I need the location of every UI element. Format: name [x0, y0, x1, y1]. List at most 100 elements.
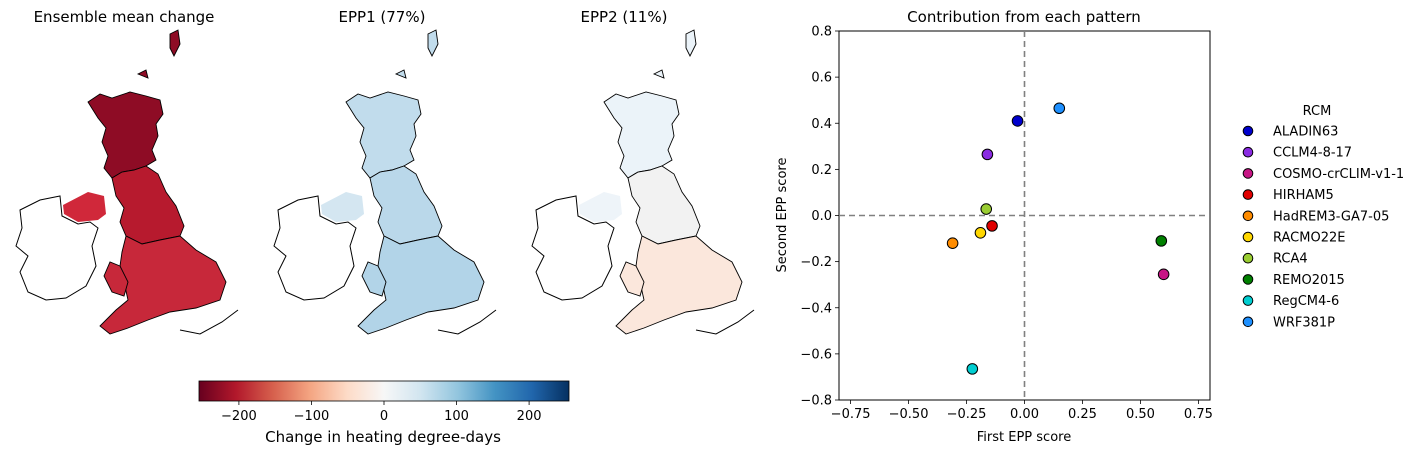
region-northern-england [111, 165, 185, 245]
region-shetland [685, 29, 697, 58]
region-orkney [652, 69, 665, 79]
point-rca4 [980, 203, 993, 215]
point-hadrem3-ga7-05 [946, 237, 959, 249]
legend-marker [1242, 252, 1254, 264]
point-racmo22e [974, 226, 987, 239]
map-body [15, 29, 239, 335]
region-wales [619, 261, 645, 297]
legend-item: HadREM3-GA7-05 [1242, 209, 1389, 224]
y-axis-label: Second EPP score [775, 158, 790, 273]
colorbar-tick-label: 100 [444, 409, 469, 424]
y-tick-label: 0.8 [811, 25, 832, 40]
region-scotland [87, 91, 164, 179]
colorbar-tick-label: 0 [380, 409, 388, 424]
point-aladin63 [1011, 115, 1024, 127]
legend-marker [1242, 146, 1254, 158]
region-northern-ireland [321, 192, 364, 222]
legend-label: ALADIN63 [1273, 125, 1338, 140]
region-shetland [427, 29, 439, 58]
legend-label: WRF381P [1273, 315, 1335, 330]
colorbar-gradient [198, 380, 570, 402]
legend-item: RACMO22E [1242, 231, 1345, 246]
x-axis-label: First EPP score [977, 430, 1071, 445]
region-northern-ireland [63, 192, 106, 222]
y-tick-label: 0.4 [811, 117, 832, 132]
point-wrf381p [1053, 102, 1066, 115]
ireland-outline [273, 195, 357, 301]
x-tick-label: 0.25 [1068, 407, 1097, 422]
y-tick-label: −0.6 [800, 347, 832, 362]
region-orkney [394, 69, 407, 79]
legend-item: CCLM4-8-17 [1242, 146, 1352, 161]
y-tick-label: 0.0 [811, 209, 832, 224]
x-tick-label: −0.50 [889, 407, 929, 422]
legend-label: RegCM4-6 [1273, 294, 1339, 309]
colorbar-tick-label: −200 [221, 409, 257, 424]
france-coastline [695, 309, 755, 335]
legend-label: HadREM3-GA7-05 [1273, 209, 1389, 224]
legend-item: RCA4 [1242, 252, 1308, 267]
region-northern-england [369, 165, 443, 245]
y-tick-label: 0.2 [811, 163, 832, 178]
legend-marker [1242, 189, 1254, 200]
x-tick-label: −0.75 [831, 407, 871, 422]
point-cosmo-crclim-v1-1 [1157, 268, 1170, 281]
point-hirham5 [986, 220, 998, 232]
legend-label: RACMO22E [1273, 231, 1345, 246]
legend-item: RegCM4-6 [1242, 294, 1339, 309]
region-northern-england [627, 165, 701, 245]
legend: RCM ALADIN63 CCLM4-8-17 COSMO-crCLIM-v1-1 H… [1242, 104, 1404, 330]
legend-marker [1242, 125, 1254, 137]
france-coastline [179, 309, 239, 335]
region-wales [361, 261, 387, 297]
y-tick-label: −0.4 [800, 301, 832, 316]
map-panel-epp1: EPP1 (77%) [273, 8, 497, 335]
x-tick-label: 0.50 [1126, 407, 1155, 422]
legend-marker [1242, 168, 1254, 179]
y-tick-label: −0.8 [800, 394, 832, 409]
point-cclm4-8-17 [981, 148, 994, 161]
region-orkney [136, 69, 149, 79]
region-northern-ireland [579, 192, 622, 222]
legend-label: RCA4 [1273, 252, 1308, 267]
legend-label: COSMO-crCLIM-v1-1 [1273, 167, 1404, 182]
legend-marker [1242, 210, 1254, 222]
ireland-outline [15, 195, 99, 301]
legend-item: HIRHAM5 [1242, 188, 1334, 203]
legend-marker [1242, 231, 1254, 243]
colorbar-tick-label: −100 [294, 409, 330, 424]
legend-item: REMO2015 [1242, 273, 1345, 288]
legend-marker [1242, 295, 1254, 306]
legend-label: HIRHAM5 [1273, 188, 1334, 203]
france-coastline [437, 309, 497, 335]
legend-item: COSMO-crCLIM-v1-1 [1242, 167, 1404, 182]
region-scotland [345, 91, 422, 179]
region-wales [103, 261, 129, 297]
y-tick-label: −0.2 [800, 255, 832, 270]
legend-marker [1242, 274, 1254, 285]
ireland-outline [531, 195, 615, 301]
map-body [273, 29, 497, 335]
colorbar: −200 −100 0 100 200 Change in heating degree… [198, 380, 570, 446]
colorbar-label: Change in heating degree-days [265, 428, 501, 446]
legend-marker [1242, 316, 1254, 328]
region-scotland [603, 91, 680, 179]
y-tick-label: 0.6 [811, 71, 832, 86]
legend-item: WRF381P [1242, 315, 1335, 330]
scatter-chart: Contribution from each pattern −0.75 −0.5… [775, 8, 1213, 445]
legend-item: ALADIN63 [1242, 125, 1338, 140]
legend-label: CCLM4-8-17 [1273, 146, 1352, 161]
map-title: Ensemble mean change [34, 8, 215, 26]
map-panel-epp2: EPP2 (11%) [531, 8, 755, 335]
map-body [531, 29, 755, 335]
chart-title: Contribution from each pattern [907, 8, 1141, 26]
region-shetland [169, 29, 181, 58]
map-title: EPP1 (77%) [339, 8, 426, 26]
x-tick-label: −0.25 [947, 407, 987, 422]
point-remo2015 [1155, 235, 1168, 247]
x-tick-label: 0.00 [1010, 407, 1039, 422]
point-regcm4-6 [966, 363, 979, 375]
colorbar-tick-label: 200 [517, 409, 542, 424]
map-title: EPP2 (11%) [581, 8, 668, 26]
